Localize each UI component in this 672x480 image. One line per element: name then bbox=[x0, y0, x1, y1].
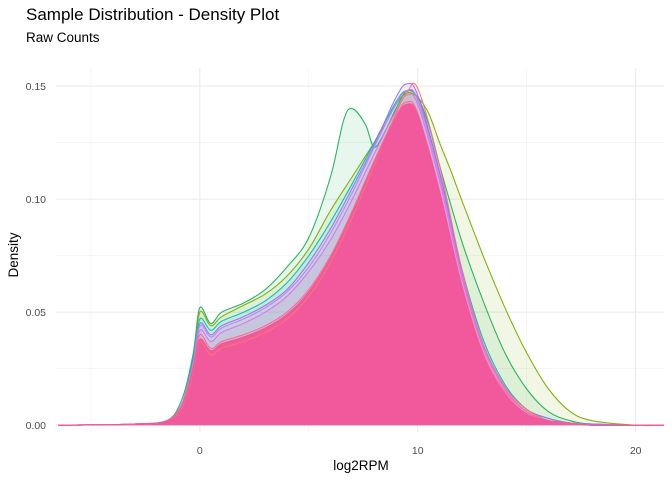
density-lines bbox=[58, 82, 665, 427]
y-tick-label: 0.00 bbox=[26, 420, 47, 432]
density-line bbox=[58, 100, 664, 426]
y-tick-label: 0.10 bbox=[26, 194, 47, 206]
density-line bbox=[58, 89, 665, 426]
x-tick-label: 0 bbox=[197, 445, 203, 457]
chart-subtitle: Raw Counts bbox=[26, 30, 100, 45]
y-tick-label: 0.05 bbox=[26, 307, 47, 319]
density-area bbox=[58, 103, 664, 426]
y-tick-label: 0.15 bbox=[26, 81, 47, 93]
x-tick-label: 20 bbox=[630, 445, 642, 457]
x-axis-title: log2RPM bbox=[333, 458, 389, 473]
chart-title: Sample Distribution - Density Plot bbox=[26, 5, 280, 24]
density-areas bbox=[58, 83, 664, 426]
y-tick-labels: 0.00 0.05 0.10 0.15 bbox=[26, 81, 47, 432]
density-line bbox=[58, 103, 664, 426]
x-tick-labels: 0 10 20 bbox=[197, 445, 642, 457]
x-tick-label: 10 bbox=[412, 445, 424, 457]
y-axis-title: Density bbox=[6, 232, 21, 277]
